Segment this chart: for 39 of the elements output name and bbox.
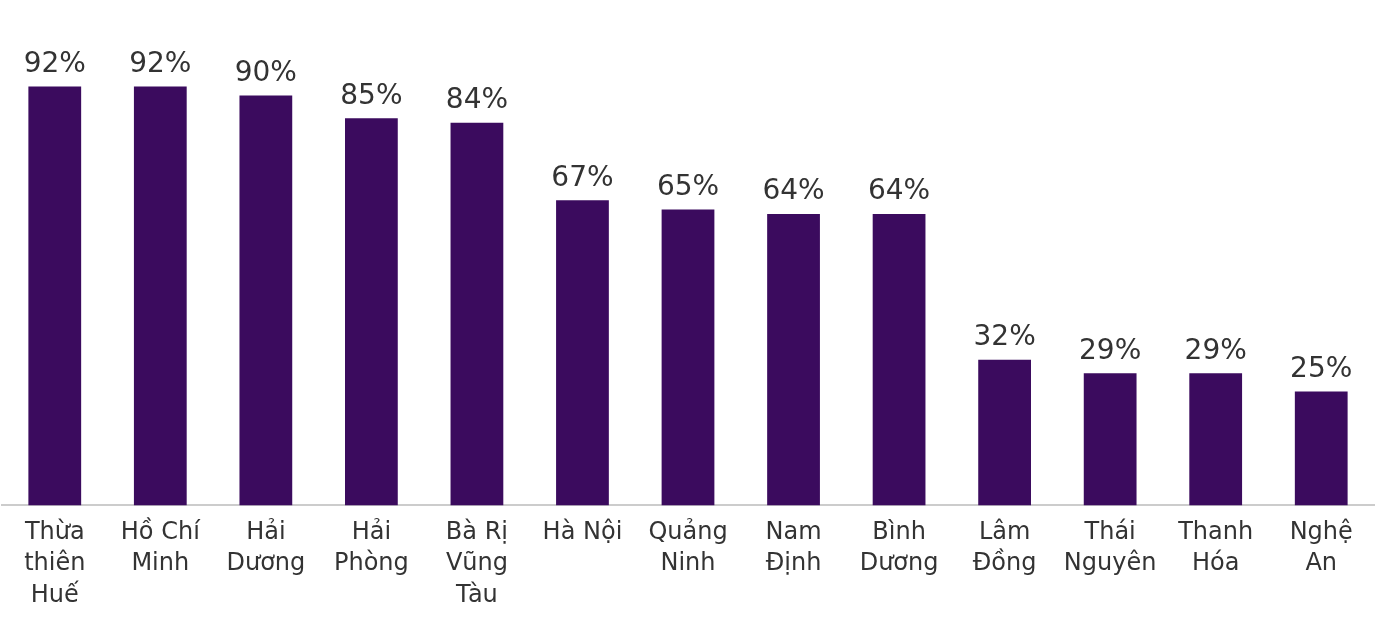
bar xyxy=(28,86,82,506)
bar xyxy=(978,359,1031,506)
x-tick-label: Thừa thiên Huế xyxy=(23,517,86,608)
x-tick-label: Hồ Chí Minh xyxy=(120,517,202,577)
bar xyxy=(1294,391,1348,506)
bar xyxy=(239,95,293,506)
x-tick-label: Hải Dương xyxy=(226,517,306,577)
x-tick-label: Hà Nội xyxy=(542,517,623,546)
x-tick-label: Nghệ An xyxy=(1289,517,1353,577)
x-tick-label: Quảng Ninh xyxy=(648,517,728,577)
data-label: 67% xyxy=(551,159,614,193)
bar xyxy=(767,213,820,506)
bar xyxy=(1189,373,1243,506)
data-label: 92% xyxy=(129,45,192,79)
x-tick-label: Nam Định xyxy=(765,517,822,577)
x-tick-label: Bình Dương xyxy=(859,517,939,577)
data-label: 32% xyxy=(973,318,1036,352)
data-label: 65% xyxy=(656,168,720,202)
bar xyxy=(556,200,609,506)
bar xyxy=(872,213,926,506)
x-tick-label: Bà Rị Vũng Tàu xyxy=(445,517,508,608)
x-tick-label: Hải Phòng xyxy=(333,517,409,577)
data-label: 29% xyxy=(1079,332,1142,366)
data-label: 84% xyxy=(445,82,509,116)
x-tick-label: Thái Nguyên xyxy=(1063,517,1157,577)
data-label: 90% xyxy=(234,54,297,88)
data-label: 92% xyxy=(23,45,86,79)
bar xyxy=(661,209,715,506)
x-tick-label: Thanh Hóa xyxy=(1177,517,1254,577)
bar xyxy=(1083,373,1137,506)
data-label: 64% xyxy=(867,173,931,207)
data-label: 85% xyxy=(340,77,403,111)
bar xyxy=(450,122,504,506)
data-label: 29% xyxy=(1184,332,1247,366)
data-label: 64% xyxy=(762,173,825,207)
bar xyxy=(133,86,187,506)
x-tick-label: Lâm Đồng xyxy=(972,517,1037,577)
data-label: 25% xyxy=(1290,350,1353,384)
bar xyxy=(345,118,398,506)
